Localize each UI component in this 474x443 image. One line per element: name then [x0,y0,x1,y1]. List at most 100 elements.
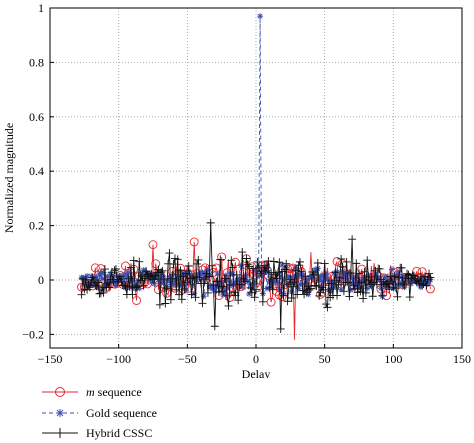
data-point [221,289,228,296]
data-point [148,240,158,250]
x-tick-label: 150 [453,352,471,366]
data-point [388,266,395,273]
data-point [243,272,250,279]
data-point [136,276,145,285]
data-point [123,273,130,280]
data-point [88,273,95,280]
data-point [250,281,257,288]
data-point [190,272,199,281]
data-point [279,291,288,300]
data-point [342,271,349,278]
y-tick-label: 0.8 [29,55,44,69]
data-point [331,270,338,277]
legend-item-m-sequence: m sequence [40,382,142,402]
data-point [174,274,181,281]
data-point [284,280,293,289]
data-point [219,286,228,295]
data-point [242,254,251,263]
data-point [372,280,381,289]
data-point [395,269,402,276]
data-point [193,278,200,285]
data-point [135,257,144,266]
data-point [231,291,240,300]
data-point [243,260,252,269]
y-tick-label: −0.2 [22,327,44,341]
data-point [253,258,262,267]
data-point [206,218,215,227]
data-point [151,259,161,269]
data-point [105,283,114,292]
data-point [268,283,275,290]
data-point [225,293,235,302]
data-point [246,290,253,297]
data-point [338,262,347,271]
data-point [251,278,258,285]
data-point [280,265,289,274]
data-point [184,262,193,271]
data-point [322,300,331,309]
data-point [353,273,360,280]
data-point [333,291,342,300]
data-point [335,273,344,282]
data-point [189,281,196,288]
data-point [393,292,402,301]
data-point [338,286,345,293]
data-point [120,281,129,290]
data-point [167,279,174,286]
series-2 [77,218,435,333]
data-point [175,290,184,299]
data-point [140,267,147,274]
data-point [247,288,256,297]
data-point [348,235,357,244]
data-point [116,272,125,281]
data-point [306,284,315,293]
legend-swatch-gold-sequence [42,409,78,417]
data-point [252,285,260,294]
data-point [201,275,210,284]
data-point [345,292,354,301]
data-point [224,285,231,292]
x-tick-label: −100 [106,352,131,366]
data-point [295,257,304,266]
data-point [283,264,293,274]
data-point [177,295,186,304]
data-point [99,288,108,297]
data-point [139,281,148,290]
data-point [397,263,406,272]
data-point [125,282,134,291]
data-point [406,278,413,285]
data-point [387,277,396,286]
data-point [155,300,164,309]
data-point [172,285,181,294]
data-point [319,285,328,294]
data-point [321,273,328,280]
data-point [199,269,206,276]
data-point [195,273,204,282]
data-point [273,268,282,277]
data-point [227,256,236,265]
data-point [121,271,128,278]
data-point [330,276,339,285]
data-point [425,269,434,278]
data-point [342,257,351,266]
data-point [158,266,167,275]
data-point [217,282,226,291]
data-point [269,257,278,266]
data-point [362,274,369,281]
data-point [118,273,125,280]
data-point [81,278,88,285]
data-point [376,277,383,284]
data-point [199,279,208,288]
data-point [210,322,219,331]
data-point [352,259,361,268]
data-point [324,276,331,283]
data-point [365,280,374,289]
data-point [360,267,369,276]
y-tick-label: 0 [38,273,44,287]
y-tick-label: 1 [38,1,44,15]
data-point [346,269,355,278]
data-point [191,290,198,297]
data-point [241,277,250,286]
data-point [281,276,288,283]
data-point [173,255,182,264]
